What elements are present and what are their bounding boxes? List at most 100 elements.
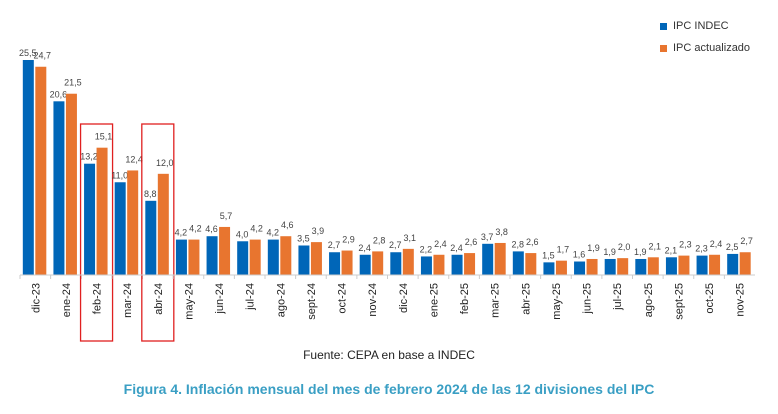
bar (635, 258, 647, 275)
x-tick-label: ago-24 (275, 283, 287, 317)
data-label: 24,7 (34, 51, 52, 61)
data-label: 2,6 (526, 237, 539, 247)
data-label: 4,2 (189, 224, 202, 234)
bar (249, 239, 261, 275)
data-label: 1,9 (603, 247, 616, 257)
bar (219, 226, 231, 275)
x-tick-label: sept-25 (673, 283, 685, 320)
bar (617, 258, 629, 275)
x-tick-label: abr-24 (153, 283, 165, 315)
x-tick-label: nov-25 (735, 283, 747, 317)
x-tick-label: dic-24 (398, 283, 410, 313)
data-label: 2,8 (512, 239, 525, 249)
data-label: 2,3 (695, 244, 708, 254)
x-tick-label: abr-25 (520, 283, 532, 315)
data-label: 12,4 (125, 154, 143, 164)
data-label: 4,0 (236, 229, 249, 239)
x-tick-label: jun-24 (214, 283, 226, 315)
bar (372, 251, 384, 275)
bar (175, 239, 187, 275)
bar (512, 251, 524, 275)
data-label: 3,7 (481, 232, 494, 242)
data-label: 2,5 (726, 242, 739, 252)
bar (145, 200, 157, 275)
data-label: 25,5 (19, 48, 37, 58)
x-tick-label: ene-24 (61, 283, 73, 317)
data-label: 5,7 (220, 211, 233, 221)
legend-swatch (660, 44, 667, 52)
bar (494, 242, 506, 275)
data-label: 2,4 (710, 239, 723, 249)
bar (53, 101, 65, 276)
bar (402, 248, 414, 275)
data-label: 11,0 (111, 170, 128, 180)
data-label: 2,7 (740, 236, 753, 246)
bar-chart: 25,524,7 dic-23 20,621,5 ene-24 13,2 15,1 feb-… (19, 48, 755, 342)
bar (35, 66, 47, 276)
bar (127, 170, 139, 275)
data-label: 4,2 (267, 228, 280, 238)
bar (188, 239, 200, 275)
bar (22, 60, 34, 275)
legend-swatch (660, 22, 667, 30)
data-label: 13,2 (80, 152, 98, 162)
data-label: 3,9 (312, 226, 325, 236)
x-tick-label: feb-25 (459, 283, 471, 314)
data-label: 1,6 (573, 250, 586, 260)
bar (280, 236, 292, 275)
data-label: 1,7 (557, 245, 570, 255)
bar (114, 182, 126, 275)
data-label: 2,9 (342, 235, 355, 245)
data-label: 2,4 (450, 243, 463, 253)
bar (65, 93, 77, 275)
data-label: 2,0 (618, 242, 631, 252)
x-tick-label: oct-24 (337, 283, 349, 314)
bar (96, 147, 108, 275)
bar (206, 236, 218, 275)
data-label: 21,5 (64, 78, 82, 88)
x-tick-label: may-24 (183, 283, 195, 320)
data-label: 8,8 (144, 189, 157, 199)
x-tick-label: ene-25 (428, 283, 440, 317)
highlight-box (79, 123, 114, 342)
bar (451, 254, 463, 275)
bar (310, 242, 322, 275)
data-label: 4,6 (205, 224, 218, 234)
x-tick-label: nov-24 (367, 283, 379, 317)
legend-item-ipc-actualizado: IPC actualizado (660, 42, 750, 54)
data-label: 12,0 (156, 158, 174, 168)
bar (604, 258, 616, 275)
data-label: 4,2 (175, 228, 188, 238)
data-label: 2,6 (465, 237, 478, 247)
legend-item-ipc-indec: IPC INDEC (660, 20, 750, 32)
highlight-box (141, 123, 175, 342)
x-tick-label: oct-25 (704, 283, 716, 314)
x-tick-label: mar-25 (490, 283, 502, 318)
data-label: 3,1 (404, 233, 417, 243)
bar (341, 250, 353, 275)
bar (647, 257, 659, 275)
data-label: 2,4 (358, 243, 371, 253)
data-label: 3,5 (297, 233, 310, 243)
bar (739, 252, 751, 275)
bar (329, 252, 341, 275)
bar (390, 252, 402, 275)
data-label: 20,6 (50, 89, 68, 99)
bar (157, 173, 169, 275)
data-label: 4,2 (250, 224, 263, 234)
source-note: Fuente: CEPA en base a INDEC (303, 348, 475, 362)
data-label: 2,8 (373, 235, 386, 245)
data-label: 15,1 (95, 132, 113, 142)
bar (84, 163, 96, 275)
data-label: 2,1 (649, 241, 662, 251)
x-tick-label: ago-25 (643, 283, 655, 317)
figure-caption: Figura 4. Inflación mensual del mes de f… (123, 381, 655, 397)
x-tick-label: sept-24 (306, 283, 318, 320)
data-label: 2,4 (434, 239, 447, 249)
data-label: 2,2 (420, 244, 433, 254)
x-tick-label: jul-24 (245, 283, 257, 311)
bar (433, 254, 445, 275)
bar (359, 254, 371, 275)
data-label: 1,9 (587, 243, 600, 253)
x-tick-label: jun-25 (582, 283, 594, 315)
